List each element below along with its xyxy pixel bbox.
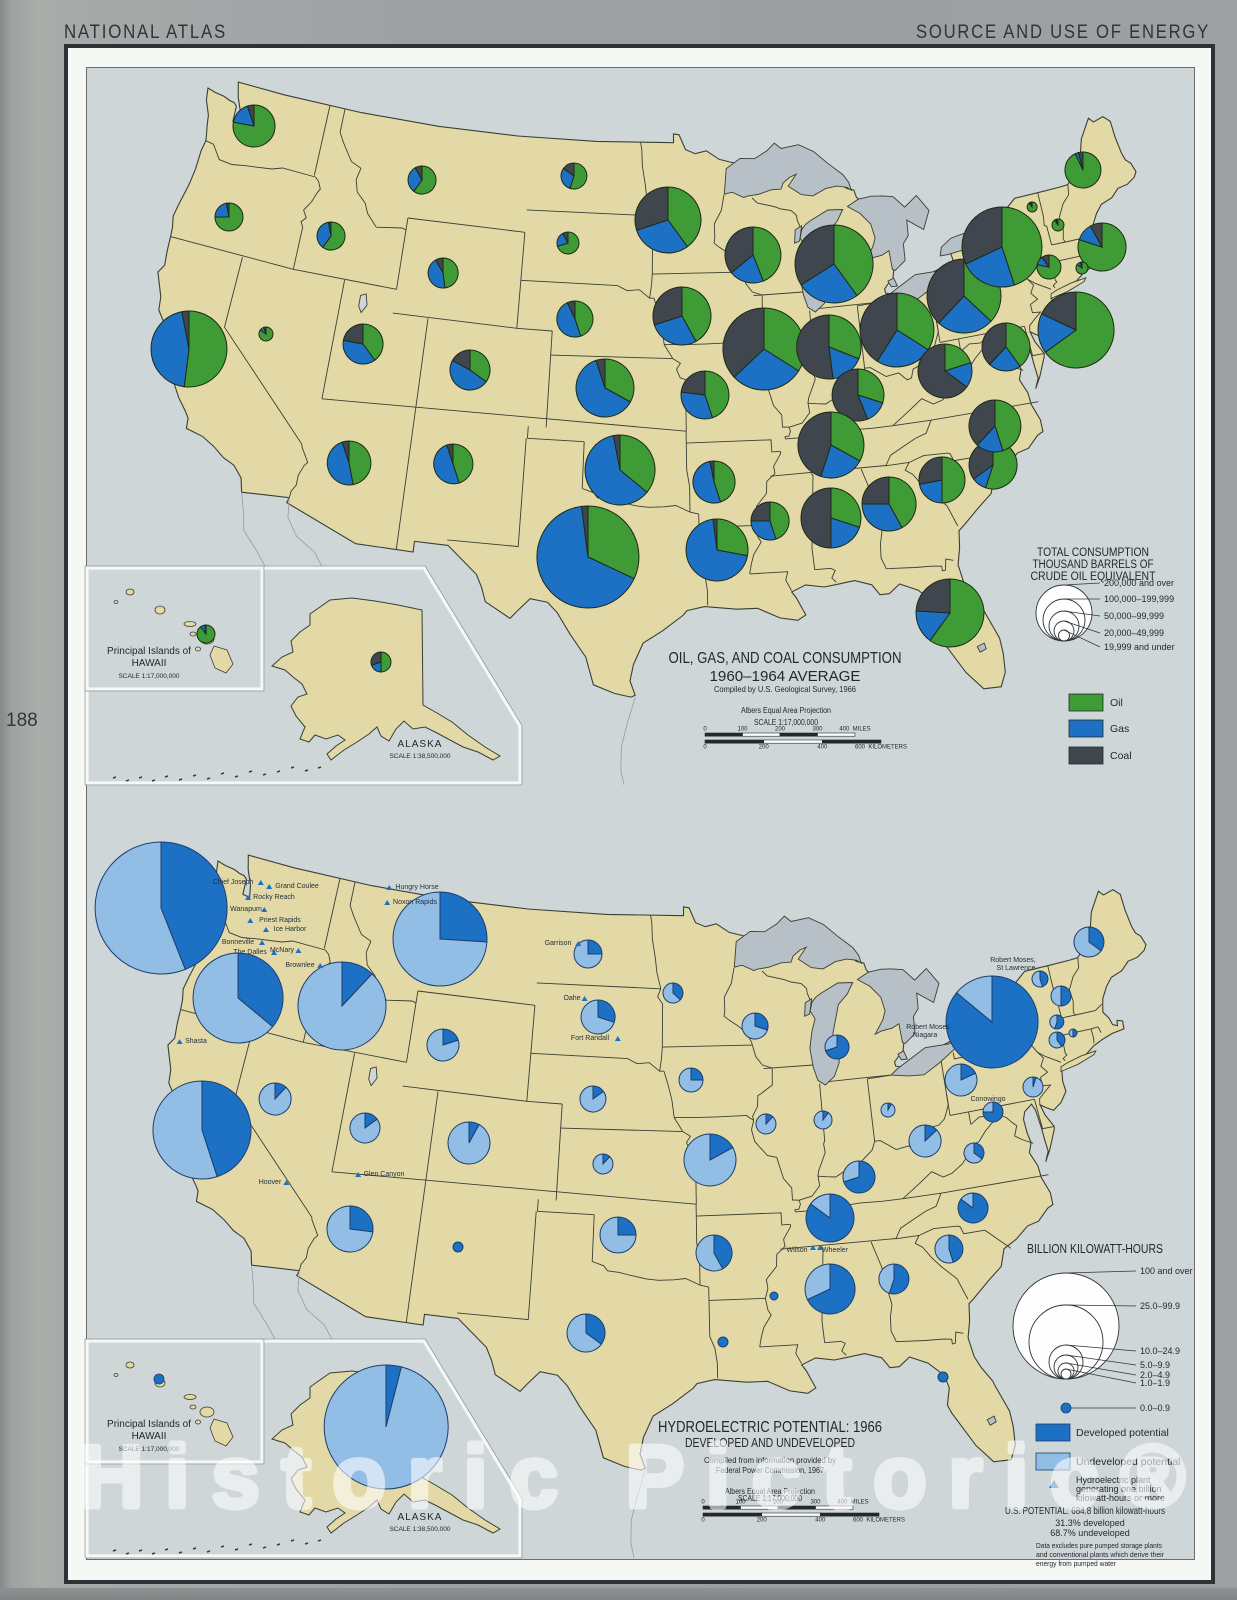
- svg-text:600 KILOMETERS: 600 KILOMETERS: [853, 1518, 905, 1524]
- svg-text:Compiled by U.S. Geological Su: Compiled by U.S. Geological Survey, 1966: [714, 684, 856, 694]
- svg-text:20,000–49,999: 20,000–49,999: [1104, 628, 1164, 638]
- svg-text:Principal Islands of: Principal Islands of: [107, 1419, 191, 1430]
- svg-text:25.0–99.9: 25.0–99.9: [1140, 1301, 1180, 1311]
- svg-text:Developed potential: Developed potential: [1076, 1427, 1169, 1439]
- svg-text:Bonneville: Bonneville: [222, 939, 254, 946]
- svg-text:200: 200: [757, 1518, 768, 1524]
- svg-text:Grand Coulee: Grand Coulee: [275, 883, 319, 890]
- svg-text:Chief Joseph: Chief Joseph: [213, 879, 254, 886]
- svg-text:100,000–199,999: 100,000–199,999: [1104, 594, 1174, 604]
- svg-text:Albers Equal Area Projection: Albers Equal Area Projection: [725, 1487, 815, 1496]
- svg-text:0: 0: [701, 1500, 705, 1506]
- svg-text:400 MILES: 400 MILES: [839, 727, 870, 733]
- svg-text:Principal Islands of: Principal Islands of: [107, 646, 191, 657]
- svg-text:Ice Harbor: Ice Harbor: [274, 926, 307, 933]
- svg-text:Brownlee: Brownlee: [285, 962, 314, 969]
- svg-text:0: 0: [701, 1518, 705, 1524]
- svg-text:The Dalles: The Dalles: [233, 949, 267, 956]
- svg-text:Federal Power Commission, 1967: Federal Power Commission, 1967: [716, 1465, 824, 1475]
- svg-text:Priest Rapids: Priest Rapids: [259, 917, 301, 924]
- svg-text:200: 200: [775, 727, 786, 733]
- svg-text:Noxon Rapids: Noxon Rapids: [393, 899, 437, 906]
- svg-text:Oahe: Oahe: [563, 995, 580, 1002]
- svg-text:SCALE 1:17,000,000: SCALE 1:17,000,000: [754, 718, 818, 727]
- svg-text:100 and over: 100 and over: [1140, 1266, 1193, 1276]
- svg-text:Gas: Gas: [1110, 723, 1129, 735]
- svg-text:200: 200: [759, 745, 770, 751]
- svg-text:Coal: Coal: [1110, 750, 1132, 762]
- svg-text:TOTAL CONSUMPTION: TOTAL CONSUMPTION: [1037, 547, 1149, 559]
- svg-text:CRUDE OIL EQUIVALENT: CRUDE OIL EQUIVALENT: [1031, 571, 1156, 583]
- svg-text:300: 300: [810, 1500, 821, 1506]
- svg-text:SCALE 1:17,000,000: SCALE 1:17,000,000: [738, 1494, 802, 1503]
- svg-text:McNary: McNary: [270, 947, 295, 954]
- svg-text:300: 300: [812, 727, 823, 733]
- svg-text:400: 400: [817, 745, 828, 751]
- svg-text:1960–1964 AVERAGE: 1960–1964 AVERAGE: [710, 668, 861, 685]
- svg-text:Hungry Horse: Hungry Horse: [395, 884, 438, 891]
- svg-text:1.0–1.9: 1.0–1.9: [1140, 1378, 1170, 1388]
- svg-text:Robert Moses: Robert Moses: [906, 1024, 950, 1031]
- svg-text:Conowingo: Conowingo: [970, 1096, 1005, 1103]
- svg-text:2.0–4.9: 2.0–4.9: [1140, 1370, 1170, 1380]
- svg-text:Fort Randall: Fort Randall: [571, 1035, 610, 1042]
- svg-text:BILLION KILOWATT-HOURS: BILLION KILOWATT-HOURS: [1027, 1242, 1163, 1256]
- svg-text:Compiled from information prov: Compiled from information provided by: [704, 1455, 837, 1465]
- svg-text:HYDROELECTRIC POTENTIAL: 1966: HYDROELECTRIC POTENTIAL: 1966: [658, 1419, 882, 1436]
- svg-text:and conventional plants which: and conventional plants which derive the…: [1036, 1550, 1164, 1559]
- svg-text:generating one billion: generating one billion: [1076, 1484, 1162, 1494]
- svg-text:0: 0: [703, 727, 707, 733]
- svg-text:200,000 and over: 200,000 and over: [1104, 578, 1174, 588]
- svg-text:5.0–9.9: 5.0–9.9: [1140, 1360, 1170, 1370]
- svg-text:NATIONAL ATLAS: NATIONAL ATLAS: [64, 22, 227, 43]
- svg-text:Hydroelectric plant: Hydroelectric plant: [1076, 1475, 1151, 1485]
- svg-text:SCALE 1:38,500,000: SCALE 1:38,500,000: [389, 1526, 450, 1533]
- svg-text:HAWAII: HAWAII: [132, 1431, 167, 1442]
- svg-text:energy from pumped water: energy from pumped water: [1036, 1559, 1116, 1568]
- svg-text:19,999 and under: 19,999 and under: [1104, 642, 1175, 652]
- svg-text:SCALE 1:17,000,000: SCALE 1:17,000,000: [118, 673, 179, 680]
- svg-text:THOUSAND BARRELS OF: THOUSAND BARRELS OF: [1033, 559, 1154, 571]
- svg-text:400 MILES: 400 MILES: [837, 1500, 868, 1506]
- svg-text:U.S. POTENTIAL: 684.8 billion: U.S. POTENTIAL: 684.8 billion kilowatt-h…: [1005, 1506, 1165, 1517]
- svg-text:ALASKA: ALASKA: [398, 739, 443, 750]
- svg-text:Undeveloped potential: Undeveloped potential: [1076, 1456, 1181, 1468]
- svg-text:100: 100: [735, 1500, 746, 1506]
- svg-text:Robert Moses,: Robert Moses,: [990, 957, 1036, 964]
- svg-text:31.3% developed: 31.3% developed: [1055, 1518, 1125, 1528]
- svg-text:Glen Canyon: Glen Canyon: [364, 1171, 405, 1178]
- svg-text:Oil: Oil: [1110, 697, 1123, 709]
- svg-text:Data excludes pure pumped stor: Data excludes pure pumped storage plants: [1036, 1541, 1162, 1550]
- svg-text:Niagara: Niagara: [913, 1032, 938, 1039]
- svg-text:DEVELOPED AND UNDEVELOPED: DEVELOPED AND UNDEVELOPED: [685, 1436, 855, 1450]
- svg-text:OIL, GAS, AND COAL CONSUMPTION: OIL, GAS, AND COAL CONSUMPTION: [669, 650, 902, 667]
- svg-text:St Lawrence: St Lawrence: [997, 965, 1036, 972]
- svg-text:Albers Equal Area Projection: Albers Equal Area Projection: [741, 706, 831, 715]
- svg-text:10.0–24.9: 10.0–24.9: [1140, 1346, 1180, 1356]
- svg-text:600 KILOMETERS: 600 KILOMETERS: [855, 745, 907, 751]
- svg-text:50,000–99,999: 50,000–99,999: [1104, 611, 1164, 621]
- svg-text:SCALE 1:17,000,000: SCALE 1:17,000,000: [118, 1446, 179, 1453]
- svg-text:0.0–0.9: 0.0–0.9: [1140, 1403, 1170, 1413]
- svg-text:Wilson: Wilson: [786, 1247, 807, 1254]
- svg-text:SOURCE AND USE OF ENERGY: SOURCE AND USE OF ENERGY: [916, 22, 1210, 43]
- svg-text:Wanapum: Wanapum: [230, 906, 262, 913]
- svg-text:100: 100: [737, 727, 748, 733]
- svg-text:ALASKA: ALASKA: [398, 1512, 443, 1523]
- svg-text:Wheeler: Wheeler: [822, 1247, 849, 1254]
- svg-text:kilowatt-hours or more: kilowatt-hours or more: [1076, 1493, 1165, 1503]
- svg-text:200: 200: [773, 1500, 784, 1506]
- svg-text:Rocky Reach: Rocky Reach: [253, 894, 295, 901]
- svg-text:68.7% undeveloped: 68.7% undeveloped: [1050, 1528, 1130, 1538]
- svg-text:Shasta: Shasta: [185, 1038, 207, 1045]
- svg-text:HAWAII: HAWAII: [132, 658, 167, 669]
- svg-text:0: 0: [703, 745, 707, 751]
- svg-text:Garrison: Garrison: [545, 940, 572, 947]
- svg-text:400: 400: [815, 1518, 826, 1524]
- svg-text:SCALE 1:38,500,000: SCALE 1:38,500,000: [389, 753, 450, 760]
- svg-text:Hoover: Hoover: [259, 1179, 282, 1186]
